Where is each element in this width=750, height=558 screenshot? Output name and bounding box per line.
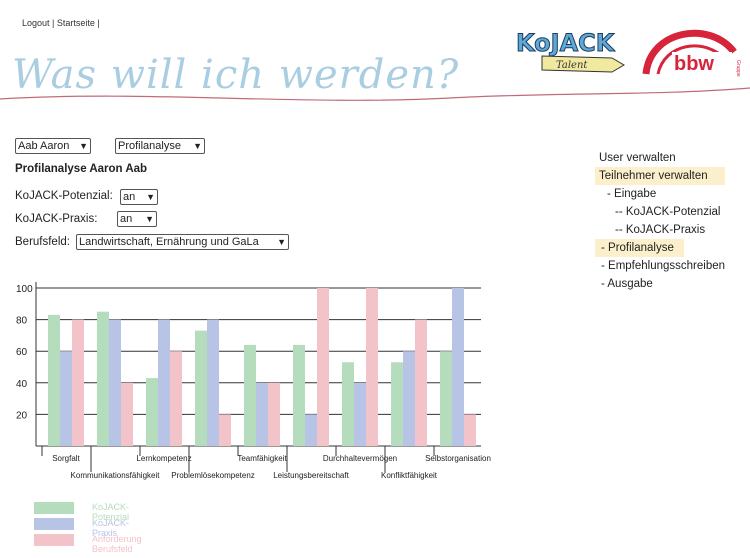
legend-swatch bbox=[34, 518, 74, 530]
potenzial-select[interactable]: an ▼ bbox=[120, 189, 158, 205]
menu-item-empfehlungsschreiben[interactable]: - Empfehlungsschreiben bbox=[601, 260, 726, 272]
bar bbox=[440, 351, 452, 446]
praxis-select-value: an bbox=[120, 213, 133, 225]
y-tick-label: 100 bbox=[16, 284, 33, 295]
view-select-value: Profilanalyse bbox=[118, 140, 181, 152]
berufsfeld-select-value: Landwirtschaft, Ernährung und GaLa bbox=[79, 236, 259, 248]
potenzial-select-value: an bbox=[123, 191, 136, 203]
x-tick-label: Konfliktfähigkeit bbox=[381, 471, 438, 480]
bar bbox=[366, 288, 378, 446]
page-title: Profilanalyse Aaron Aab bbox=[15, 163, 148, 175]
y-tick-label: 20 bbox=[16, 410, 28, 421]
banner-wave bbox=[0, 87, 750, 101]
menu-item-ausgabe[interactable]: - Ausgabe bbox=[601, 278, 653, 290]
legend-swatch bbox=[34, 534, 74, 546]
bar bbox=[207, 319, 219, 446]
legend-swatch bbox=[34, 502, 74, 514]
bar bbox=[72, 319, 84, 446]
menu-item-eingabe[interactable]: - Eingabe bbox=[607, 188, 657, 200]
bbw-logo-text: bbw bbox=[674, 53, 714, 75]
menu-item-kojack-praxis[interactable]: -- KoJACK-Praxis bbox=[615, 224, 706, 236]
potenzial-label: KoJACK-Potenzial: bbox=[15, 190, 113, 202]
link-separator: | bbox=[94, 18, 100, 28]
y-tick-label: 60 bbox=[16, 347, 28, 358]
chevron-down-icon: ▼ bbox=[277, 237, 286, 247]
bar bbox=[109, 319, 121, 446]
bar bbox=[317, 288, 329, 446]
view-select[interactable]: Profilanalyse ▼ bbox=[115, 138, 205, 154]
bar bbox=[48, 314, 60, 446]
bar bbox=[268, 382, 280, 446]
admin-menu: User verwalten Teilnehmer verwalten - Ei… bbox=[595, 149, 726, 293]
bbw-logo[interactable]: bbw Gruppe bbox=[640, 18, 745, 83]
bar bbox=[146, 378, 158, 446]
x-tick-label: Selbstorganisation bbox=[425, 454, 491, 463]
bar bbox=[464, 414, 476, 446]
chevron-down-icon: ▼ bbox=[79, 141, 88, 151]
bbw-logo-subtext: Gruppe bbox=[735, 60, 741, 77]
bar bbox=[158, 319, 170, 446]
home-link[interactable]: Startseite bbox=[56, 18, 95, 28]
bar bbox=[244, 344, 256, 446]
legend-label: KoJACK-Praxis bbox=[92, 518, 130, 538]
berufsfeld-label: Berufsfeld: bbox=[15, 236, 70, 248]
banner-title: Was will ich werden? bbox=[12, 52, 460, 98]
praxis-label: KoJACK-Praxis: bbox=[15, 213, 98, 225]
bar bbox=[195, 330, 207, 446]
x-tick-label: Sorgfalt bbox=[52, 454, 80, 463]
bar bbox=[60, 351, 72, 446]
x-tick-label: Durchhaltevermögen bbox=[323, 454, 397, 463]
bar bbox=[342, 362, 354, 446]
bar bbox=[97, 311, 109, 446]
bar bbox=[170, 351, 182, 446]
menu-item-profilanalyse[interactable]: - Profilanalyse bbox=[595, 239, 684, 257]
profile-chart: 20 40 60 80 100 Sorgfalt Kommunikationsfähigke… bbox=[0, 262, 500, 497]
menu-item-teilnehmer-verwalten[interactable]: Teilnehmer verwalten bbox=[595, 167, 726, 185]
chevron-down-icon: ▼ bbox=[146, 192, 155, 202]
top-links: Logout | Startseite | bbox=[22, 18, 100, 28]
legend-label: KoJACK-Potenzial bbox=[92, 502, 130, 522]
bar bbox=[403, 351, 415, 446]
x-tick-label: Kommunikationsfähigkeit bbox=[71, 471, 161, 480]
bar bbox=[354, 382, 366, 446]
bar bbox=[391, 362, 403, 446]
participant-select-value: Aab Aaron bbox=[18, 140, 70, 152]
logout-link[interactable]: Logout bbox=[22, 18, 50, 28]
x-tick-label: Leistungsbereitschaft bbox=[273, 471, 349, 480]
link-separator: | bbox=[49, 18, 57, 28]
y-tick-label: 40 bbox=[16, 379, 28, 390]
praxis-select[interactable]: an ▼ bbox=[117, 211, 157, 227]
x-tick-label: Problemlösekompetenz bbox=[171, 471, 255, 480]
legend-label: Anforderung Berufsfeld bbox=[92, 534, 142, 554]
kojack-logo-subtext: Talent bbox=[556, 60, 588, 71]
bar bbox=[415, 319, 427, 446]
kojack-logo[interactable]: KoJACK Talent bbox=[512, 24, 627, 79]
menu-item-user-verwalten[interactable]: User verwalten bbox=[599, 152, 676, 164]
profile-chart-svg: 20 40 60 80 100 Sorgfalt Kommunikationsfähigke… bbox=[16, 282, 491, 480]
x-tick-label: Teamfähigkeit bbox=[237, 454, 287, 463]
participant-select[interactable]: Aab Aaron ▼ bbox=[15, 138, 91, 154]
menu-item-kojack-potenzial[interactable]: -- KoJACK-Potenzial bbox=[615, 206, 721, 218]
kojack-logo-text: KoJACK bbox=[516, 29, 616, 57]
y-tick-label: 80 bbox=[16, 316, 28, 327]
x-tick-label: Lernkompetenz bbox=[136, 454, 191, 463]
chevron-down-icon: ▼ bbox=[145, 214, 154, 224]
berufsfeld-select[interactable]: Landwirtschaft, Ernährung und GaLa ▼ bbox=[76, 234, 289, 250]
bar bbox=[121, 382, 133, 446]
bar bbox=[293, 344, 305, 446]
chevron-down-icon: ▼ bbox=[193, 141, 202, 151]
bar bbox=[452, 288, 464, 446]
bar bbox=[219, 414, 231, 446]
bar bbox=[305, 414, 317, 446]
bar bbox=[256, 382, 268, 446]
